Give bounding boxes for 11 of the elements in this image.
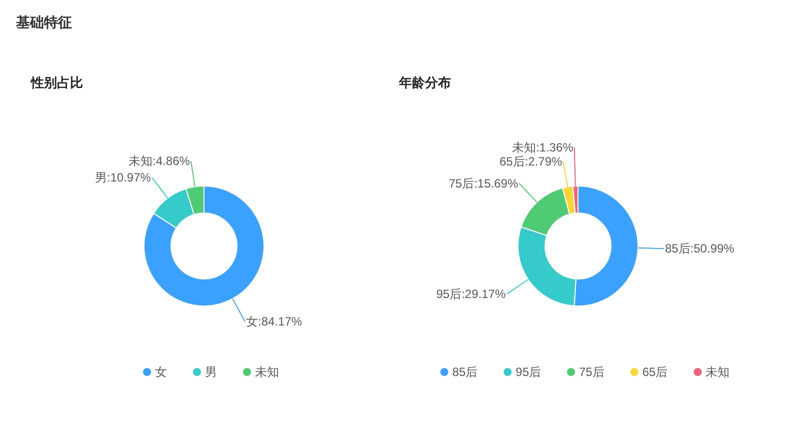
legend-label: 男 bbox=[205, 365, 217, 379]
title: 年龄分布 bbox=[399, 75, 451, 90]
legend-label: 85后 bbox=[452, 365, 478, 379]
legend-label: 女 bbox=[155, 365, 167, 379]
legend-label: 未知 bbox=[255, 365, 279, 379]
legend-label: 65后 bbox=[642, 365, 668, 379]
title: 性别占比 bbox=[31, 75, 83, 90]
legend-label: 未知 bbox=[706, 365, 730, 379]
legend-label: 75后 bbox=[579, 365, 604, 379]
legend-label: 95后 bbox=[516, 365, 541, 379]
title: 基础特征 bbox=[16, 14, 72, 30]
